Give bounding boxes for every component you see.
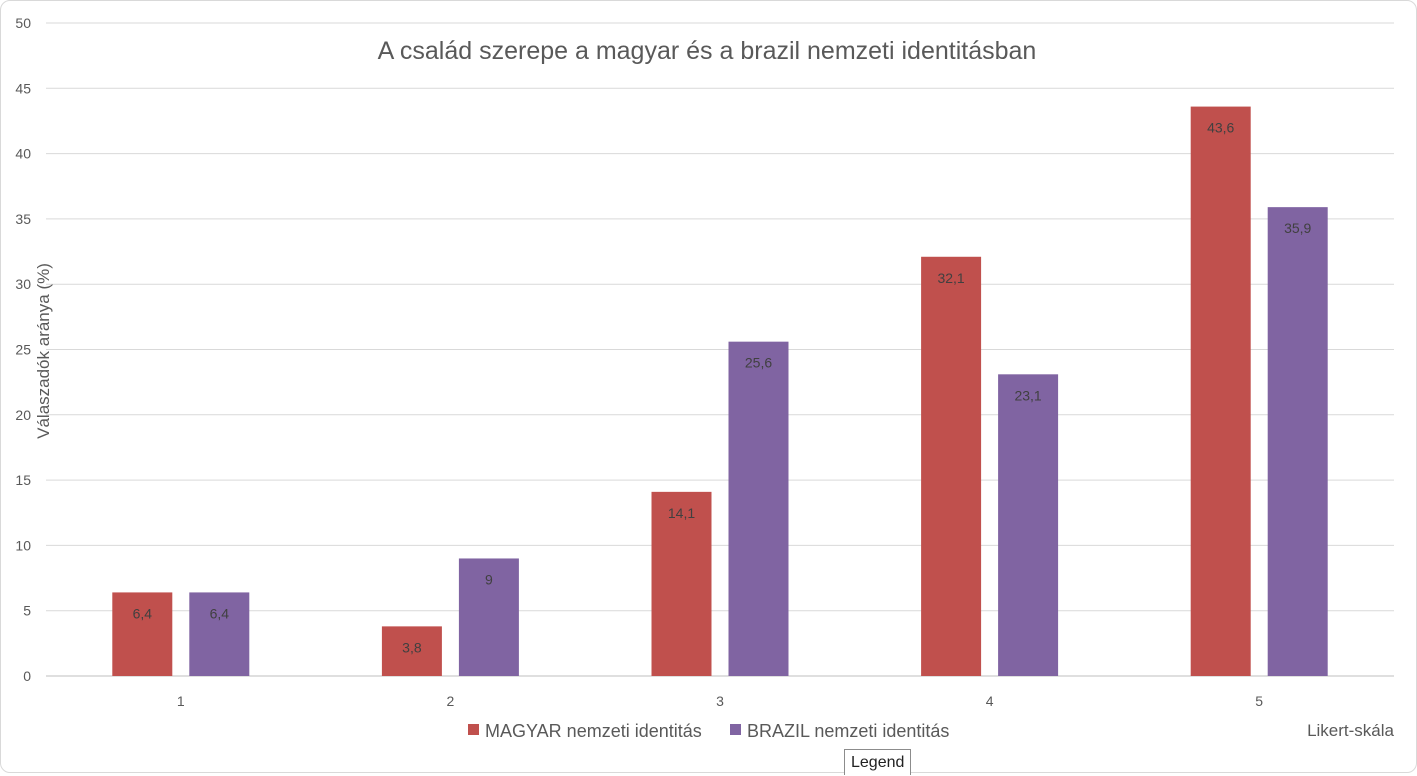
legend-swatch-brazil (730, 724, 741, 735)
x-axis-title[interactable]: Likert-skála (1307, 721, 1394, 740)
x-tick-label: 2 (447, 693, 455, 709)
y-tick-label: 30 (15, 276, 31, 292)
y-tick-label: 45 (15, 80, 31, 96)
data-label: 23,1 (1014, 387, 1041, 403)
legend-swatch-magyar (468, 724, 479, 735)
x-tick-label: 5 (1255, 693, 1263, 709)
bar-magyar-2[interactable] (381, 626, 442, 676)
data-label: 32,1 (937, 270, 964, 286)
x-tick-label: 4 (986, 693, 994, 709)
data-label: 9 (485, 571, 493, 587)
y-tick-label: 10 (15, 537, 31, 553)
y-tick-label: 50 (15, 15, 31, 31)
legend-label-magyar: MAGYAR nemzeti identitás (485, 721, 702, 741)
gridlines (46, 22, 1394, 677)
data-label: 3,8 (402, 639, 422, 655)
y-axis-title[interactable]: Válaszadók aránya (%) (34, 263, 53, 439)
legend-tooltip: Legend (844, 749, 912, 775)
bar-brazil-5[interactable] (1267, 207, 1328, 676)
data-label: 43,6 (1207, 120, 1234, 136)
legend[interactable]: MAGYAR nemzeti identitás BRAZIL nemzeti … (468, 721, 949, 741)
bar-brazil-2[interactable] (458, 558, 519, 676)
data-label: 6,4 (133, 605, 153, 621)
y-tick-label: 0 (23, 668, 31, 684)
x-tick-label: 3 (716, 693, 724, 709)
bar-magyar-5[interactable] (1190, 106, 1251, 677)
y-tick-label: 20 (15, 407, 31, 423)
y-tick-label: 25 (15, 342, 31, 358)
bar-brazil-1[interactable] (189, 592, 250, 676)
y-tick-label: 40 (15, 146, 31, 162)
y-tick-label: 35 (15, 211, 31, 227)
data-labels: 6,4 6,4 3,8 9 14,1 25,6 32,1 23,1 43,6 35,9 (133, 120, 1312, 656)
bar-brazil-3[interactable] (728, 341, 789, 676)
y-tick-label: 5 (23, 603, 31, 619)
x-axis-ticks: 1 2 3 4 5 (177, 693, 1263, 709)
y-tick-label: 15 (15, 472, 31, 488)
bar-magyar-1[interactable] (112, 592, 173, 676)
data-label: 14,1 (668, 505, 695, 521)
bars (112, 106, 1328, 677)
x-tick-label: 1 (177, 693, 185, 709)
bar-brazil-4[interactable] (998, 374, 1059, 676)
bar-magyar-3[interactable] (651, 491, 712, 676)
data-label: 35,9 (1284, 220, 1311, 236)
bar-magyar-4[interactable] (921, 256, 982, 676)
y-axis-ticks: 0 5 10 15 20 25 30 35 40 45 50 (15, 15, 31, 684)
legend-label-brazil: BRAZIL nemzeti identitás (747, 721, 949, 741)
data-label: 25,6 (745, 355, 772, 371)
data-label: 6,4 (210, 605, 230, 621)
chart-title[interactable]: A család szerepe a magyar és a brazil ne… (378, 37, 1037, 65)
